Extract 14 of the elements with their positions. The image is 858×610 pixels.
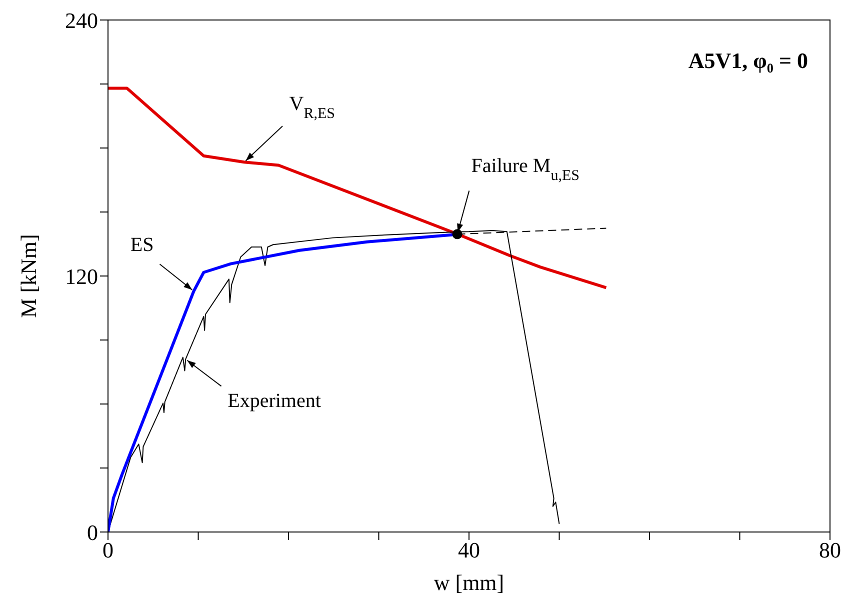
y-tick-label: 240 [65, 8, 98, 33]
annotation: Failure M$_{u,ES}$ [471, 155, 580, 184]
annotation: A5V1, φ₀ = 0 [688, 48, 808, 73]
annotation: Experiment [228, 390, 322, 412]
x-tick-label: 80 [819, 538, 841, 563]
line-series [108, 86, 608, 290]
annotation: ES [130, 234, 154, 256]
x-tick-label: 0 [102, 538, 114, 563]
x-axis-title: w [mm] [434, 570, 504, 595]
y-tick-label: 120 [65, 264, 98, 289]
x-tick-label: 40 [458, 538, 480, 563]
annotation: V$_{R,ES}$ [289, 93, 335, 122]
y-axis-title: M [kNm] [16, 234, 41, 318]
y-tick-label: 0 [87, 520, 98, 545]
